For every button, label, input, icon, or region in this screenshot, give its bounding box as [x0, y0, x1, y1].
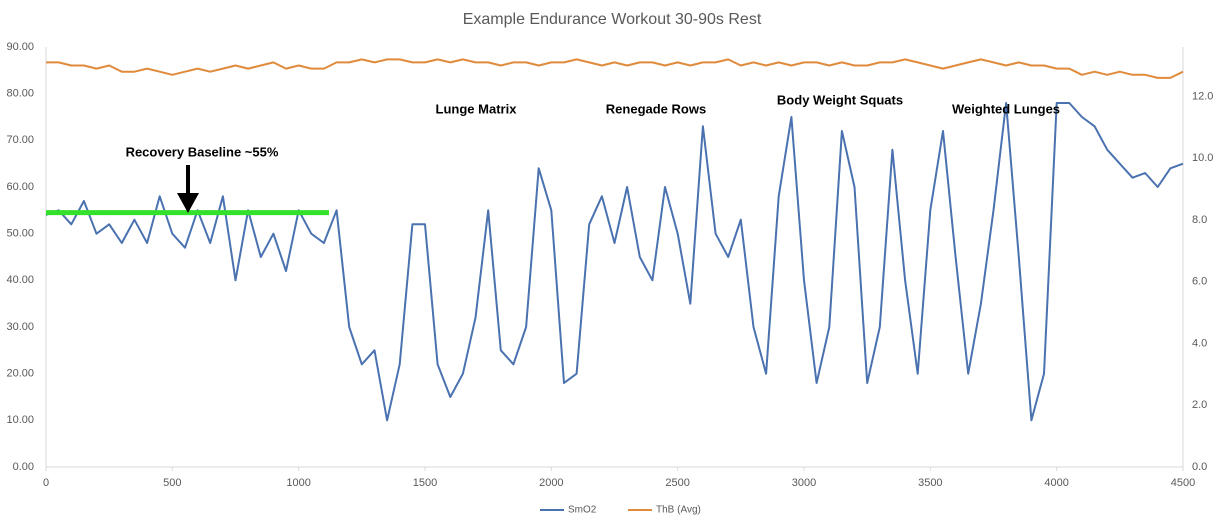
y-tick-label: 90.00: [6, 41, 34, 53]
y2-tick-label: 12.0: [1192, 90, 1213, 102]
annotation: Weighted Lunges: [952, 101, 1060, 116]
y-tick-label: 60.00: [6, 181, 34, 193]
y-tick-label: 0.00: [13, 461, 34, 473]
y2-tick-label: 10.0: [1192, 152, 1213, 164]
annotation: Recovery Baseline ~55%: [126, 144, 279, 159]
y-tick-label: 40.00: [6, 274, 34, 286]
y-tick-label: 80.00: [6, 88, 34, 100]
x-tick-label: 2500: [665, 477, 689, 489]
y-tick-label: 20.00: [6, 368, 34, 380]
series-line: [45, 102, 1184, 422]
y2-tick-label: 0.0: [1192, 461, 1207, 473]
arrow-head: [177, 193, 199, 213]
x-tick-label: 1500: [413, 477, 437, 489]
chart-title: Example Endurance Workout 30-90s Rest: [463, 11, 762, 28]
x-tick-label: 3500: [918, 477, 942, 489]
legend-label: ThB (Avg): [656, 505, 701, 516]
y2-tick-label: 6.0: [1192, 276, 1207, 288]
annotation: Body Weight Squats: [777, 92, 903, 107]
y2-tick-label: 2.0: [1192, 399, 1207, 411]
x-tick-label: 4000: [1044, 477, 1068, 489]
x-tick-label: 2000: [539, 477, 563, 489]
y2-tick-label: 8.0: [1192, 214, 1207, 226]
x-tick-label: 4500: [1171, 477, 1195, 489]
annotation: Lunge Matrix: [436, 101, 518, 116]
annotation: Renegade Rows: [606, 101, 706, 116]
y-tick-label: 10.00: [6, 414, 34, 426]
y-tick-label: 70.00: [6, 134, 34, 146]
x-tick-label: 1000: [286, 477, 310, 489]
series-line: [46, 58, 1184, 79]
x-tick-label: 500: [163, 477, 181, 489]
x-tick-label: 3000: [792, 477, 816, 489]
y-tick-label: 30.00: [6, 321, 34, 333]
x-tick-label: 0: [43, 477, 49, 489]
y2-tick-label: 4.0: [1192, 337, 1207, 349]
y-tick-label: 50.00: [6, 228, 34, 240]
legend-label: SmO2: [568, 505, 597, 516]
